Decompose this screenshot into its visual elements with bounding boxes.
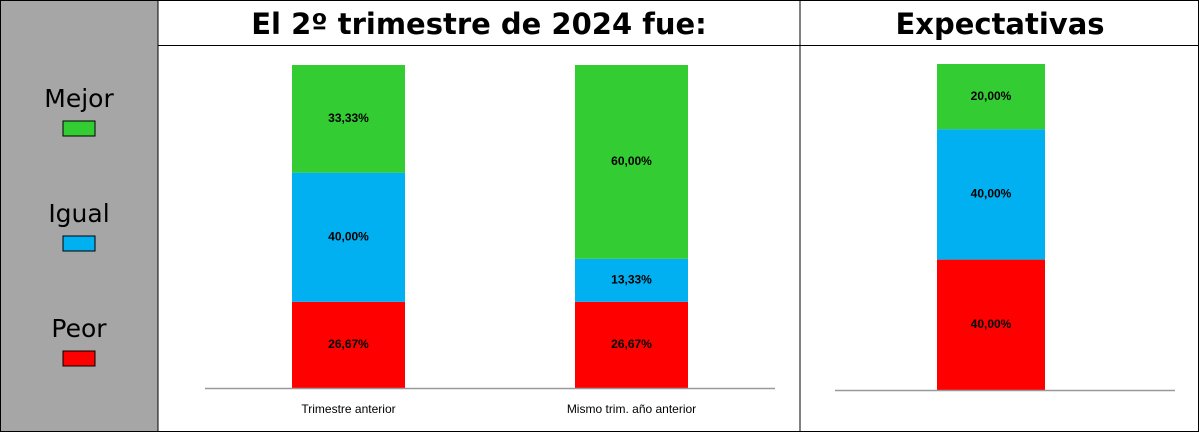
value-label: 33,33%: [328, 111, 369, 125]
bar-segment: [292, 301, 405, 388]
legend-swatch: [62, 350, 96, 367]
bar-segment: [937, 259, 1045, 390]
legend-label: Igual: [48, 199, 109, 228]
chart-title: El 2º trimestre de 2024 fue:: [251, 7, 707, 41]
legend-label: Mejor: [44, 84, 114, 113]
value-label: 20,00%: [971, 89, 1012, 103]
bar-segment: [575, 258, 688, 302]
legend-swatch: [62, 120, 96, 137]
value-label: 60,00%: [611, 154, 652, 168]
value-label: 26,67%: [611, 337, 652, 351]
value-label: 13,33%: [611, 272, 652, 286]
bar-segment: [937, 64, 1045, 130]
bar-segment: [575, 301, 688, 388]
legend-swatch: [62, 235, 96, 252]
value-label: 40,00%: [971, 187, 1012, 201]
value-label: 40,00%: [971, 317, 1012, 331]
bar-segment: [292, 172, 405, 302]
bar-segment: [937, 129, 1045, 260]
legend-label: Peor: [51, 314, 107, 343]
value-label: 26,67%: [328, 337, 369, 351]
x-tick-label: Trimestre anterior: [301, 402, 395, 416]
chart-title: Expectativas: [895, 7, 1104, 41]
bar-segment: [575, 65, 688, 259]
x-tick-label: Mismo trim. año anterior: [567, 402, 696, 416]
bar-segment: [292, 65, 405, 173]
value-label: 40,00%: [328, 229, 369, 243]
